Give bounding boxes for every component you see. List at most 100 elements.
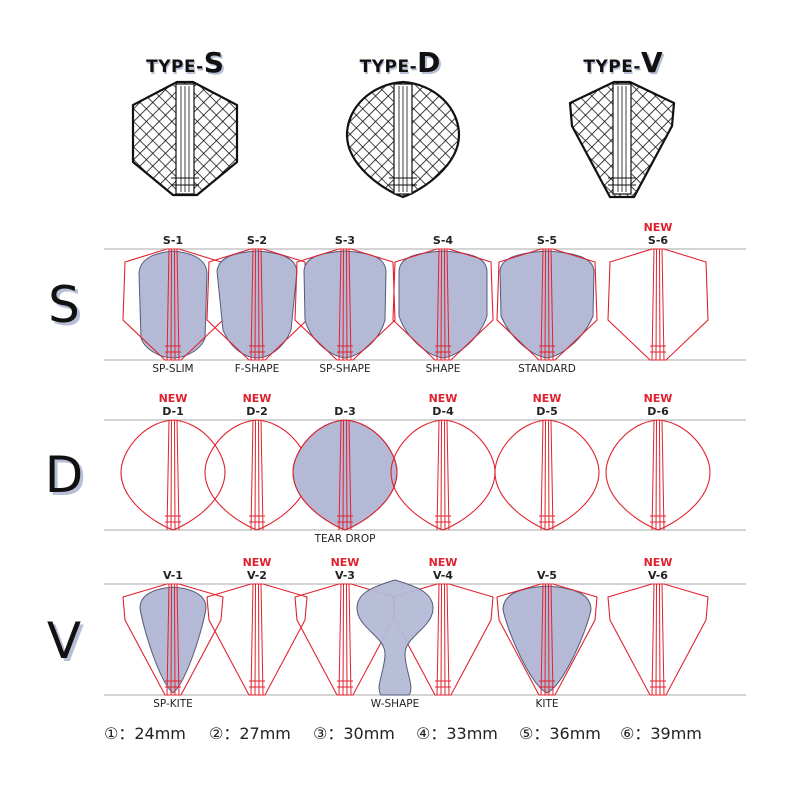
flight-outline xyxy=(494,419,600,531)
flight-d-4 xyxy=(390,419,496,531)
flight-spine xyxy=(540,419,554,531)
cell-id-v-5: V-5 xyxy=(537,569,557,582)
shape-name-sp-slim: SP-SLIM xyxy=(152,363,194,375)
flight-spine xyxy=(338,248,352,361)
legend-item-6: ⑥：39mm xyxy=(620,724,702,743)
flight-s-6 xyxy=(607,248,709,361)
flight-spine xyxy=(651,248,665,361)
shape-fill-standard xyxy=(499,250,595,359)
flight-base xyxy=(650,345,666,353)
flight-spine xyxy=(436,419,450,531)
flight-spine xyxy=(540,248,554,361)
new-badge: NEW xyxy=(330,556,360,569)
row-letter-v: V xyxy=(46,612,82,670)
new-badge: NEW xyxy=(643,392,673,405)
flight-spine xyxy=(651,583,665,696)
flight-base xyxy=(165,680,181,688)
new-badge: NEW xyxy=(158,392,188,405)
new-badge: NEW xyxy=(643,221,673,234)
flight-outline xyxy=(122,248,224,361)
flight-outline xyxy=(392,248,494,361)
flight-base xyxy=(165,345,181,353)
flight-spine xyxy=(166,248,180,361)
cell-id-d-4: D-4 xyxy=(432,405,454,418)
shape-name-sp-kite: SP-KITE xyxy=(153,698,193,710)
flight-v-1 xyxy=(122,583,224,696)
cell-id-s-1: S-1 xyxy=(162,234,184,247)
type-illustrations xyxy=(131,80,676,199)
flight-d-5 xyxy=(494,419,600,531)
row-letter-s: S xyxy=(48,276,80,334)
cell-id-v-6: V-6 xyxy=(648,569,668,582)
flight-outline xyxy=(294,583,396,696)
cell-id-s-2: S-2 xyxy=(246,234,268,247)
flight-s-1 xyxy=(122,248,224,361)
flight-spine xyxy=(436,583,450,696)
flight-spine xyxy=(166,583,180,696)
flight-outline xyxy=(122,583,224,696)
flight-v-5 xyxy=(496,583,598,696)
legend-item-3: ③：30mm xyxy=(313,724,395,743)
flight-outline xyxy=(605,419,711,531)
new-badge: NEW xyxy=(242,392,272,405)
flight-outline xyxy=(496,583,598,696)
cell-id-d-5: D-5 xyxy=(536,405,558,418)
flight-base xyxy=(337,345,353,353)
shape-name-sp-shape: SP-SHAPE xyxy=(319,363,371,375)
type-d-title: TYPE-D xyxy=(359,46,441,79)
flight-outline xyxy=(206,248,308,361)
flight-v-6 xyxy=(607,583,709,696)
shape-fill-sp-shape xyxy=(303,250,387,359)
cell-id-s-5: S-5 xyxy=(536,234,558,247)
cell-id-d-6: D-6 xyxy=(647,405,669,418)
flight-s-2 xyxy=(206,248,308,361)
flight-s-4 xyxy=(392,248,494,361)
flight-outline xyxy=(294,248,396,361)
flight-d-1 xyxy=(120,419,226,531)
shape-fill-sp-kite xyxy=(139,586,207,694)
flight-base xyxy=(650,680,666,688)
new-badge: NEW xyxy=(428,392,458,405)
flight-base xyxy=(435,515,451,523)
flight-v-2 xyxy=(206,583,308,696)
cell-id-v-1: V-1 xyxy=(163,569,183,582)
flight-base xyxy=(249,515,265,523)
shape-fill-tear-drop xyxy=(292,419,398,531)
flight-spine xyxy=(250,419,264,531)
flight-d-3 xyxy=(292,419,398,531)
flight-spine xyxy=(540,583,554,696)
flight-base xyxy=(650,515,666,523)
flight-spine xyxy=(651,419,665,531)
flight-spine xyxy=(338,419,352,531)
new-badge: NEW xyxy=(532,392,562,405)
flight-base xyxy=(249,345,265,353)
flight-base xyxy=(539,345,555,353)
flight-outline xyxy=(120,419,226,531)
shape-name-kite: KITE xyxy=(535,698,559,710)
flight-base xyxy=(539,515,555,523)
flight-spine xyxy=(250,583,264,696)
flight-base xyxy=(165,515,181,523)
row-letter-d: D xyxy=(44,446,84,504)
flight-outline xyxy=(607,248,709,361)
flight-s-3 xyxy=(294,248,396,361)
cell-id-s-6: S-6 xyxy=(647,234,669,247)
flight-spine xyxy=(338,583,352,696)
legend-item-5: ⑤：36mm xyxy=(519,724,601,743)
cell-id-d-1: D-1 xyxy=(162,405,184,418)
shape-name-f-shape: F-SHAPE xyxy=(234,363,280,375)
flight-base xyxy=(249,680,265,688)
flight-spine xyxy=(250,248,264,361)
shape-name-w-shape: W-SHAPE xyxy=(370,698,420,710)
flight-d-6 xyxy=(605,419,711,531)
cell-id-v-3: V-3 xyxy=(335,569,355,582)
shape-name-tear-drop: TEAR DROP xyxy=(314,533,376,545)
legend-item-2: ②：27mm xyxy=(209,724,291,743)
shape-name-standard: STANDARD xyxy=(518,363,576,375)
flight-outline xyxy=(292,419,398,531)
shape-fill-f-shape xyxy=(216,250,298,359)
type-d-illustration xyxy=(345,80,461,199)
shape-fill-shape xyxy=(398,250,488,359)
shape-fill-sp-slim xyxy=(138,250,208,359)
